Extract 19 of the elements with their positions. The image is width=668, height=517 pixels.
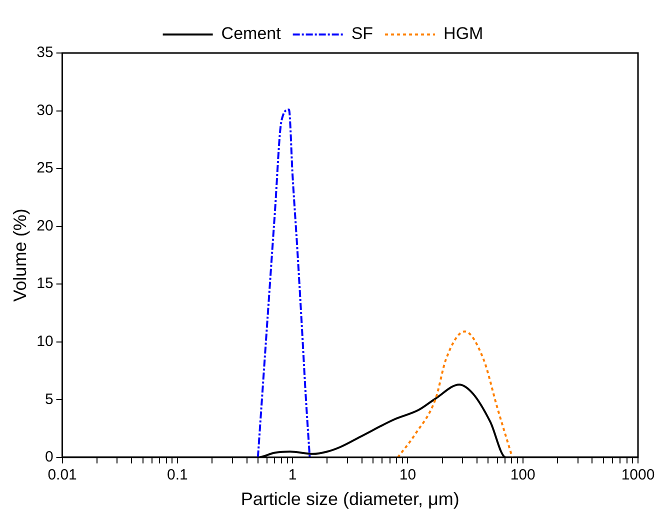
y-tick-label: 5 xyxy=(44,390,54,408)
y-tick-label: 30 xyxy=(36,102,54,119)
x-axis-title: Particle size (diameter, μm) xyxy=(240,489,460,510)
y-tick-label: 10 xyxy=(36,333,54,350)
x-tick-label: 10 xyxy=(399,466,416,484)
x-tick-label: 1 xyxy=(288,466,297,484)
legend-label: HGM xyxy=(444,24,484,44)
x-tick-label: 0.1 xyxy=(167,466,188,484)
x-tick-label: 100 xyxy=(510,466,536,484)
y-tick-label: 15 xyxy=(36,275,54,292)
legend-label: SF xyxy=(351,24,374,44)
x-tick-label: 1000 xyxy=(621,466,655,484)
y-axis-title: Volume (%) xyxy=(10,208,30,302)
y-tick-label: 0 xyxy=(44,448,54,466)
legend-label: Cement xyxy=(221,24,282,44)
y-tick-label: 25 xyxy=(36,160,54,177)
x-tick-label: 0.01 xyxy=(48,466,77,484)
y-tick-label: 35 xyxy=(36,44,54,62)
y-tick-label: 20 xyxy=(36,217,54,234)
